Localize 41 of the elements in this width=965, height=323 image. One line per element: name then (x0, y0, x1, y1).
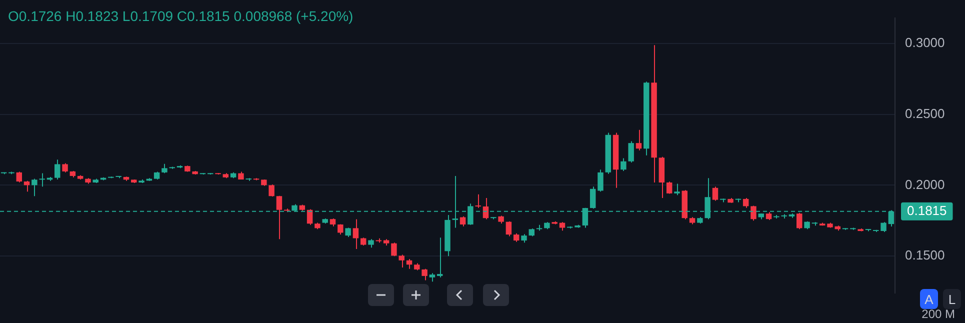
y-tick-label: 0.3000 (905, 34, 945, 50)
candlestick (506, 220, 512, 237)
candlestick (674, 183, 680, 196)
y-tick-label: 0.2000 (905, 176, 945, 192)
candlestick (391, 242, 397, 257)
candlestick (598, 169, 604, 192)
candlestick (636, 129, 642, 151)
candlestick (620, 158, 626, 172)
candlestick (475, 194, 481, 208)
candlestick (460, 216, 466, 227)
candlestick (712, 186, 718, 202)
candlestick (276, 195, 282, 240)
candlestick (436, 237, 443, 278)
annotation: O0.1726 H0.1823 L0.1709 C0.1815 0.008968 (+5.20%) (8, 8, 354, 24)
candlestick (796, 212, 802, 230)
y-tick-label: 0.1500 (905, 248, 945, 263)
candlestick (54, 159, 60, 180)
candlestick (422, 268, 428, 281)
candlestick (338, 224, 344, 236)
candlestick (345, 227, 351, 238)
candlestick (666, 181, 672, 194)
text: L (948, 292, 956, 306)
text: A (924, 292, 934, 306)
candlestick (16, 171, 22, 183)
ref-line-label: 0.1815 (907, 203, 947, 218)
candlestick (32, 178, 38, 197)
candlestick (880, 222, 886, 232)
candlestick (750, 205, 756, 222)
candlestick (39, 172, 45, 188)
candlestick (268, 184, 274, 198)
candlestick (406, 258, 412, 270)
candlestick (352, 218, 359, 250)
candlestick (628, 140, 634, 163)
text: 200 M (922, 307, 955, 321)
candlestick (162, 163, 168, 174)
y-tick-label: 0.2500 (905, 106, 945, 121)
candlestick (24, 180, 30, 192)
candlestick (742, 197, 749, 208)
candlestick (398, 254, 404, 268)
candlestick (590, 186, 596, 210)
candlestick (62, 162, 68, 173)
